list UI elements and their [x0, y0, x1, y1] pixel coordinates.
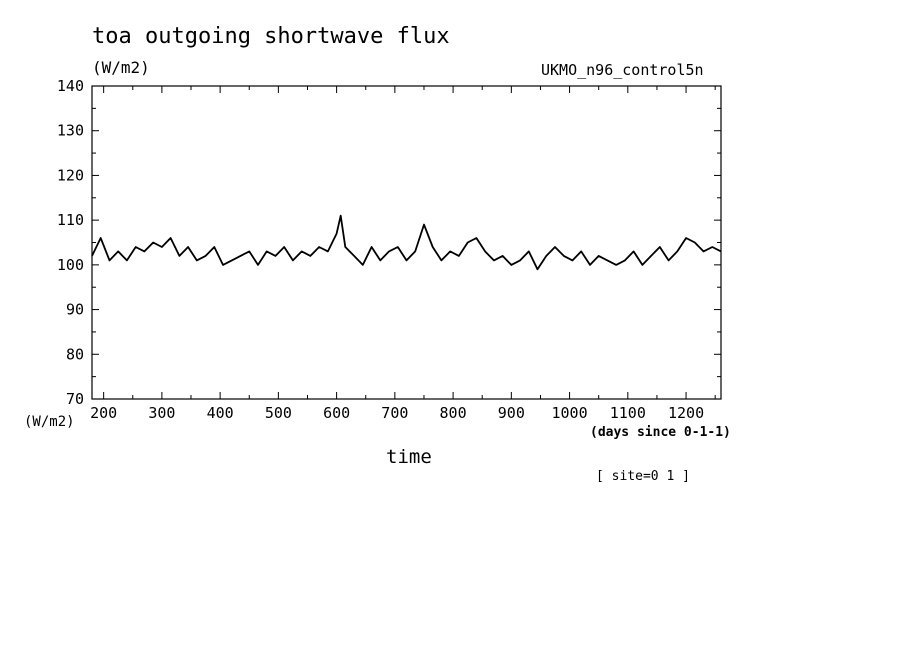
x-tick-label: 500: [265, 404, 292, 422]
x-tick-label: 1100: [610, 404, 646, 422]
x-tick-label: 600: [323, 404, 350, 422]
x-tick-label: 300: [148, 404, 175, 422]
x-tick-label: 400: [207, 404, 234, 422]
chart-title: toa outgoing shortwave flux: [92, 24, 450, 49]
site-label: [ site=0 1 ]: [596, 469, 690, 484]
y-tick-label: 80: [66, 345, 84, 363]
x-tick-label: 1000: [552, 404, 588, 422]
y-tick-label: 140: [57, 77, 84, 95]
x-tick-label: 700: [381, 404, 408, 422]
x-tick-label: 900: [498, 404, 525, 422]
x-tick-label: 800: [440, 404, 467, 422]
x-axis-label: time: [386, 446, 432, 468]
x-units-label: (days since 0-1-1): [590, 425, 731, 440]
x-tick-label: 200: [90, 404, 117, 422]
y-units-label: (W/m2): [92, 58, 150, 77]
y-tick-label: 70: [66, 390, 84, 408]
y-tick-label: 90: [66, 301, 84, 319]
y-tick-label: 100: [57, 256, 84, 274]
dataset-name: UKMO_n96_control5n: [541, 61, 704, 79]
series-group: [91, 214, 722, 271]
y-tick-label: 110: [57, 211, 84, 229]
y-units-bottom-label: (W/m2): [24, 414, 75, 430]
y-tick-label: 130: [57, 122, 84, 140]
x-tick-label: 1200: [668, 404, 704, 422]
y-tick-label: 120: [57, 166, 84, 184]
axis-ticks: 70 80 90 100 110 120 130 140 200 300 400 500 600 700 8…: [57, 77, 721, 422]
series-line: [91, 214, 722, 271]
plot-frame: [91, 85, 722, 400]
